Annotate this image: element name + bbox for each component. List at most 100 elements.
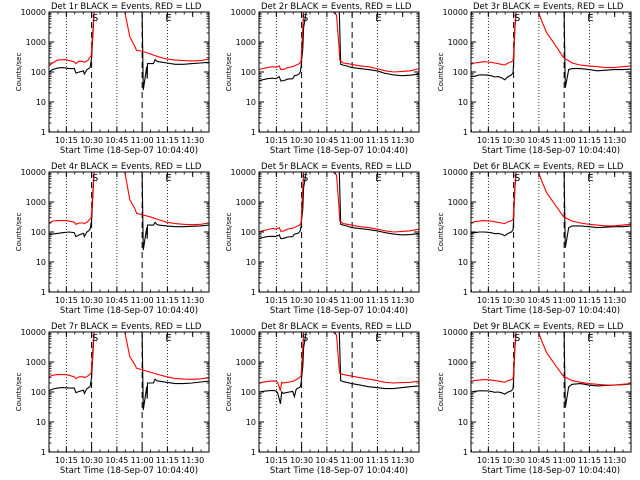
- chart-title: Det 2r BLACK = Events, RED = LLD: [261, 2, 412, 12]
- x-tick-label: 10:45: [105, 296, 128, 305]
- events-series-line: [259, 172, 419, 240]
- lld-series-line: [49, 332, 209, 380]
- marker-label-s: S: [302, 333, 308, 344]
- x-tick-label: 11:30: [603, 136, 626, 145]
- y-tick-label: 100: [31, 388, 46, 397]
- events-series-line: [471, 332, 631, 408]
- x-axis-label: Start Time (18-Sep-07 10:04:40): [60, 306, 198, 316]
- x-tick-label: 11:15: [366, 296, 389, 305]
- y-tick-label: 10: [458, 418, 468, 427]
- x-tick-label: 10:15: [55, 136, 78, 145]
- marker-label-e: E: [587, 173, 593, 184]
- marker-label-s: S: [92, 333, 98, 344]
- y-axis-label: Counts/sec: [15, 53, 23, 92]
- marker-label-e: E: [375, 173, 381, 184]
- x-tick-label: 11:30: [181, 456, 204, 465]
- y-axis-label: Counts/sec: [437, 213, 445, 252]
- marker-label-s: S: [92, 173, 98, 184]
- x-tick-label: 11:15: [156, 456, 179, 465]
- chart-title: Det 8r BLACK = Events, RED = LLD: [261, 322, 412, 332]
- lld-series-line: [259, 332, 419, 391]
- x-tick-label: 10:30: [80, 456, 103, 465]
- x-tick-label: 10:15: [477, 136, 500, 145]
- x-tick-label: 11:15: [366, 456, 389, 465]
- x-tick-label: 10:15: [265, 136, 288, 145]
- x-tick-label: 10:45: [527, 456, 550, 465]
- x-tick-label: 10:30: [502, 136, 525, 145]
- y-tick-label: 1: [251, 448, 256, 457]
- x-tick-label: 10:15: [55, 456, 78, 465]
- x-tick-label: 11:15: [156, 296, 179, 305]
- chart-title: Det 1r BLACK = Events, RED = LLD: [51, 2, 202, 12]
- y-tick-label: 10: [36, 418, 46, 427]
- x-tick-label: 11:30: [181, 136, 204, 145]
- y-tick-label: 100: [241, 68, 256, 77]
- events-series-line: [471, 12, 631, 88]
- y-tick-label: 100: [453, 68, 468, 77]
- chart-title: Det 6r BLACK = Events, RED = LLD: [473, 162, 624, 172]
- y-tick-label: 10: [246, 98, 256, 107]
- x-tick-label: 11:30: [391, 136, 414, 145]
- x-tick-label: 11:00: [553, 296, 576, 305]
- x-tick-label: 11:15: [578, 456, 601, 465]
- y-tick-label: 10000: [443, 328, 468, 337]
- series-group: [259, 12, 419, 82]
- series-group: [49, 172, 209, 251]
- x-tick-label: 10:45: [527, 136, 550, 145]
- x-tick-label: 10:15: [265, 456, 288, 465]
- y-tick-label: 100: [31, 68, 46, 77]
- y-axis-label: Counts/sec: [15, 373, 23, 412]
- y-axis-label: Counts/sec: [225, 213, 233, 252]
- y-tick-label: 10000: [21, 8, 46, 17]
- y-tick-label: 100: [31, 228, 46, 237]
- marker-label-e: E: [375, 13, 381, 24]
- x-axis-label: Start Time (18-Sep-07 10:04:40): [270, 306, 408, 316]
- y-tick-label: 10: [36, 98, 46, 107]
- x-tick-label: 11:00: [131, 296, 154, 305]
- chart-title: Det 4r BLACK = Events, RED = LLD: [51, 162, 202, 172]
- lld-series-line: [259, 172, 419, 233]
- x-tick-label: 11:00: [131, 136, 154, 145]
- x-tick-label: 11:30: [603, 456, 626, 465]
- marker-label-e: E: [165, 13, 171, 24]
- events-series-line: [259, 332, 419, 405]
- y-tick-label: 1000: [448, 358, 468, 367]
- x-tick-label: 10:45: [105, 136, 128, 145]
- marker-label-s: S: [514, 13, 520, 24]
- y-tick-label: 10: [458, 258, 468, 267]
- lld-series-line: [471, 172, 631, 227]
- x-tick-label: 10:45: [527, 296, 550, 305]
- y-tick-label: 10000: [21, 328, 46, 337]
- events-series-line: [259, 12, 419, 82]
- y-tick-label: 1000: [448, 38, 468, 47]
- chart-title: Det 5r BLACK = Events, RED = LLD: [261, 162, 412, 172]
- y-tick-label: 1: [41, 448, 46, 457]
- y-tick-label: 100: [241, 228, 256, 237]
- y-axis-label: Counts/sec: [437, 373, 445, 412]
- x-tick-label: 11:30: [603, 296, 626, 305]
- marker-label-s: S: [514, 333, 520, 344]
- series-group: [49, 12, 209, 91]
- marker-label-e: E: [165, 333, 171, 344]
- x-tick-label: 10:30: [290, 136, 313, 145]
- y-tick-label: 10000: [443, 168, 468, 177]
- y-tick-label: 10000: [231, 328, 256, 337]
- chart-title: Det 3r BLACK = Events, RED = LLD: [473, 2, 624, 12]
- lld-series-line: [471, 332, 631, 386]
- x-tick-label: 11:30: [391, 296, 414, 305]
- y-tick-label: 1: [41, 288, 46, 297]
- y-tick-label: 1: [41, 128, 46, 137]
- x-tick-label: 11:00: [131, 456, 154, 465]
- y-tick-label: 1: [251, 128, 256, 137]
- y-axis-label: Counts/sec: [15, 213, 23, 252]
- y-tick-label: 1000: [236, 358, 256, 367]
- x-tick-label: 10:30: [502, 296, 525, 305]
- x-axis-label: Start Time (18-Sep-07 10:04:40): [482, 306, 620, 316]
- marker-label-e: E: [375, 333, 381, 344]
- y-tick-label: 10000: [231, 168, 256, 177]
- plot-frame: [470, 171, 632, 293]
